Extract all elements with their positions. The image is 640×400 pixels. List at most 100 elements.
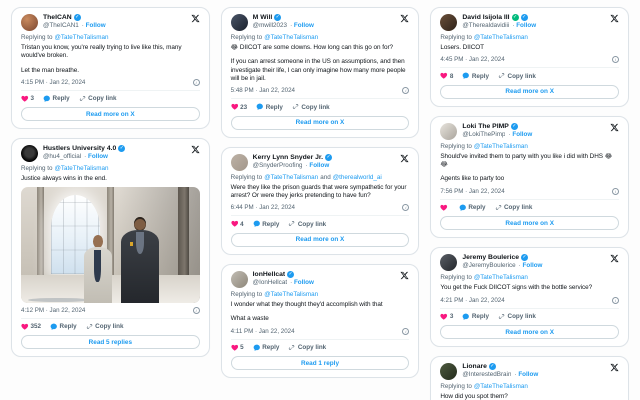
avatar[interactable] <box>21 14 38 31</box>
user-handle[interactable]: @mwill2023 <box>252 22 288 29</box>
user-handle[interactable]: @InterestedBrain <box>462 371 512 379</box>
like-button[interactable]: 23 <box>231 103 247 111</box>
x-logo-icon[interactable] <box>610 123 619 132</box>
copy-link-button[interactable]: Copy link <box>495 204 532 212</box>
mention-link[interactable]: @TateTheTalisman <box>473 383 528 391</box>
mention-link[interactable]: @TateTheTalisman <box>54 165 109 173</box>
x-logo-icon[interactable] <box>191 14 200 23</box>
avatar[interactable] <box>230 153 248 171</box>
display-name[interactable]: Jeremy Boulerice <box>462 254 520 262</box>
tweet-card: Lionare ✓ @InterestedBrain Follow Replyi… <box>430 356 630 400</box>
user-handle[interactable]: @JeremyBoulerice <box>462 262 516 270</box>
display-name[interactable]: David Isijola III <box>462 14 510 21</box>
follow-button[interactable]: Follow <box>290 279 314 286</box>
follow-button[interactable]: Follow <box>508 131 532 138</box>
reply-button[interactable]: Reply <box>462 313 489 321</box>
like-button[interactable]: 352 <box>21 323 41 331</box>
copy-link-button[interactable]: Copy link <box>79 95 117 103</box>
avatar[interactable] <box>440 14 458 31</box>
x-logo-icon[interactable] <box>400 14 409 23</box>
info-icon[interactable]: i <box>612 187 620 195</box>
info-icon[interactable]: i <box>402 87 410 95</box>
display-name[interactable]: TheICAN <box>43 14 72 21</box>
read-more-button[interactable]: Read more on X <box>440 216 620 231</box>
copy-link-button[interactable]: Copy link <box>86 323 124 331</box>
mention-link[interactable]: @TateTheTalisman <box>54 34 109 41</box>
copy-link-button[interactable]: Copy link <box>288 344 326 352</box>
info-icon[interactable]: i <box>612 56 620 64</box>
avatar[interactable] <box>21 145 38 163</box>
like-button[interactable]: 4 <box>231 220 244 228</box>
like-button[interactable]: 3 <box>440 313 453 321</box>
follow-button[interactable]: Follow <box>305 162 329 169</box>
like-button[interactable]: 3 <box>21 95 34 103</box>
follow-button[interactable]: Follow <box>290 22 314 29</box>
display-name[interactable]: Hustlers University 4.0 <box>43 145 117 153</box>
mention-link[interactable]: @TateTheTalisman <box>264 290 319 298</box>
read-more-button[interactable]: Read more on X <box>230 115 410 130</box>
avatar[interactable] <box>440 254 458 272</box>
mention-link[interactable]: @TateTheTalisman <box>473 274 528 282</box>
mention-link[interactable]: @therealworld_ai <box>332 173 382 181</box>
x-logo-icon[interactable] <box>400 154 409 163</box>
avatar[interactable] <box>230 270 248 288</box>
x-logo-icon[interactable] <box>610 363 619 372</box>
mention-link[interactable]: @TateTheTalisman <box>473 142 528 150</box>
user-handle[interactable]: @hu4_official <box>43 153 82 161</box>
avatar[interactable] <box>440 122 458 140</box>
avatar[interactable] <box>230 14 248 31</box>
tweet-photo[interactable] <box>21 186 200 303</box>
like-button[interactable] <box>440 204 450 212</box>
reply-button[interactable]: Reply <box>462 72 489 80</box>
read-replies-button[interactable]: Read 1 reply <box>230 356 410 371</box>
user-handle[interactable]: @TheICAN1 <box>43 22 79 29</box>
user-handle[interactable]: @LokiThePimp <box>462 130 506 138</box>
info-icon[interactable]: i <box>402 204 410 212</box>
copy-link-button[interactable]: Copy link <box>288 220 326 228</box>
timestamp: 4:15 PM · Jan 22, 2024 <box>21 78 86 86</box>
x-logo-icon[interactable] <box>610 14 619 23</box>
reply-button[interactable]: Reply <box>50 323 77 331</box>
reply-button[interactable]: Reply <box>256 103 283 111</box>
user-handle[interactable]: @IonHellcat <box>252 278 288 286</box>
info-icon[interactable]: i <box>192 78 200 86</box>
reply-button[interactable]: Reply <box>253 220 279 228</box>
display-name[interactable]: M Will <box>252 14 273 21</box>
mention-link[interactable]: @TateTheTalisman <box>473 34 528 41</box>
display-name[interactable]: Kerry Lynn Snyder Jr. <box>252 153 324 161</box>
follow-button[interactable]: Follow <box>514 371 538 378</box>
read-more-button[interactable]: Read more on X <box>440 325 620 340</box>
x-logo-icon[interactable] <box>400 271 409 280</box>
read-more-button[interactable]: Read more on X <box>21 107 200 122</box>
tweet-text: You get the Fuck DIICOT signs with the b… <box>440 284 593 292</box>
verified-badge-icon: ✓ <box>274 14 282 21</box>
avatar[interactable] <box>440 363 458 381</box>
copy-link-button[interactable]: Copy link <box>292 103 330 111</box>
read-more-button[interactable]: Read more on X <box>440 84 620 99</box>
reply-button[interactable]: Reply <box>43 95 70 103</box>
x-logo-icon[interactable] <box>610 254 619 263</box>
like-button[interactable]: 8 <box>440 72 453 80</box>
follow-button[interactable]: Follow <box>84 153 108 160</box>
display-name[interactable]: IonHellcat <box>252 270 286 278</box>
follow-button[interactable]: Follow <box>512 22 536 29</box>
display-name[interactable]: Lionare <box>462 363 487 371</box>
read-replies-button[interactable]: Read 5 replies <box>21 335 200 350</box>
copy-link-button[interactable]: Copy link <box>498 72 536 80</box>
mention-link[interactable]: @TateTheTalisman <box>264 173 319 181</box>
follow-button[interactable]: Follow <box>519 262 543 269</box>
follow-button[interactable]: Follow <box>82 22 106 29</box>
mention-link[interactable]: @TateTheTalisman <box>264 34 319 41</box>
read-more-button[interactable]: Read more on X <box>230 232 410 247</box>
info-icon[interactable]: i <box>192 306 200 314</box>
like-button[interactable]: 5 <box>231 344 244 352</box>
copy-link-button[interactable]: Copy link <box>498 313 536 321</box>
user-handle[interactable]: @SnyderProofing <box>252 161 303 169</box>
reply-button[interactable]: Reply <box>253 344 279 352</box>
info-icon[interactable]: i <box>402 327 410 335</box>
display-name[interactable]: Loki The PIMP <box>462 122 509 130</box>
user-handle[interactable]: @Therealdavidiii <box>462 22 510 29</box>
info-icon[interactable]: i <box>612 296 620 304</box>
reply-button[interactable]: Reply <box>459 204 486 212</box>
x-logo-icon[interactable] <box>191 145 200 154</box>
